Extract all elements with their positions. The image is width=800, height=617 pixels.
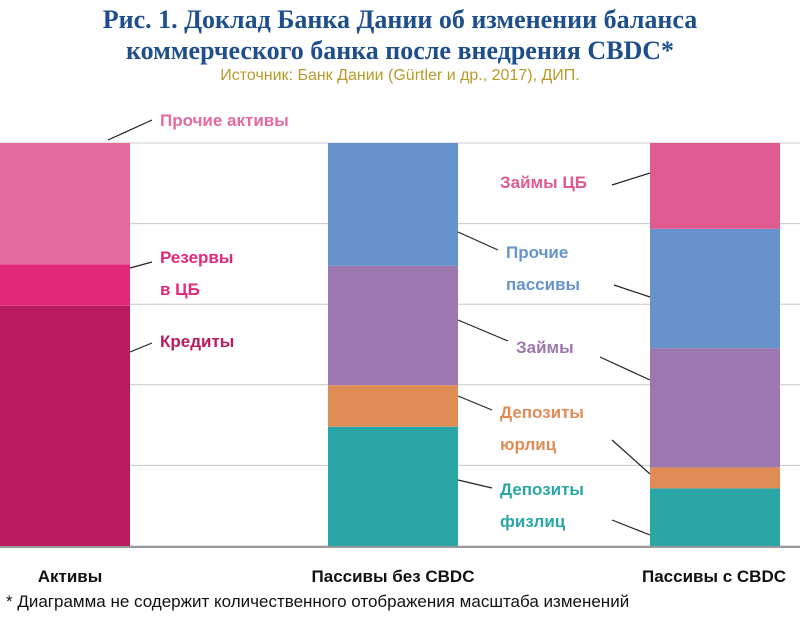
segment-label-7-line-0: Депозиты [500,480,584,499]
category-label-2: Пассивы с CBDC [642,567,786,586]
leader-line-5 [457,319,509,342]
bar-segment-0-1 [0,264,130,306]
leader-line-corp-deposits-cbdc [611,439,651,475]
segment-label-6-line-0: Депозиты [500,403,584,422]
chart-title-line-1: Рис. 1. Доклад Банка Дании об изменении … [102,5,698,34]
segment-label-2-line-0: Кредиты [160,332,234,351]
segment-label-1-line-0: Резервы [160,248,233,267]
bar-segment-0-0 [0,305,130,546]
bar-segment-1-4 [328,385,458,427]
leader-line-other-liabilities-cbdc [613,284,651,298]
segment-label-0-line-0: Прочие активы [160,111,289,130]
bar-segment-2-7 [650,143,780,229]
leader-line-2 [129,342,153,353]
leader-line-3 [611,172,651,186]
leader-line-7 [457,479,493,489]
leader-line-retail-deposits-cbdc [611,519,651,536]
segment-label-1-line-1: в ЦБ [160,280,200,299]
segment-label-4-line-1: пассивы [506,275,580,294]
bar-segment-2-6 [650,228,780,349]
bar-segment-2-4 [650,467,780,489]
leader-line-1 [129,261,153,269]
segment-label-3-line-0: Займы ЦБ [500,173,587,192]
chart-footnote: * Диаграмма не содержит количественного … [6,592,630,611]
chart-title-line-2: коммерческого банка после внедрения CBDC… [125,36,675,65]
chart-source: Источник: Банк Дании (Gürtler и др., 201… [220,67,580,84]
bar-segment-0-2 [0,143,130,265]
segment-label-5-line-0: Займы [516,338,574,357]
bar-segment-1-6 [328,143,458,266]
leader-line-0 [107,119,153,141]
leader-line-4 [457,231,499,251]
leader-line-6 [457,395,493,411]
segment-label-4-line-0: Прочие [506,243,568,262]
bar-segment-1-3 [328,426,458,546]
category-label-1: Пассивы без CBDC [312,567,475,586]
bar-segment-1-5 [328,265,458,386]
leader-line-borrowings-cbdc [599,356,651,381]
chart-title: Рис. 1. Доклад Банка Дании об изменении … [0,4,800,66]
segment-label-7-line-1: физлиц [500,512,566,531]
segment-label-6-line-1: юрлиц [500,435,557,454]
category-label-0: Активы [38,567,103,586]
bar-segment-2-5 [650,348,780,468]
bar-segment-2-3 [650,488,780,546]
